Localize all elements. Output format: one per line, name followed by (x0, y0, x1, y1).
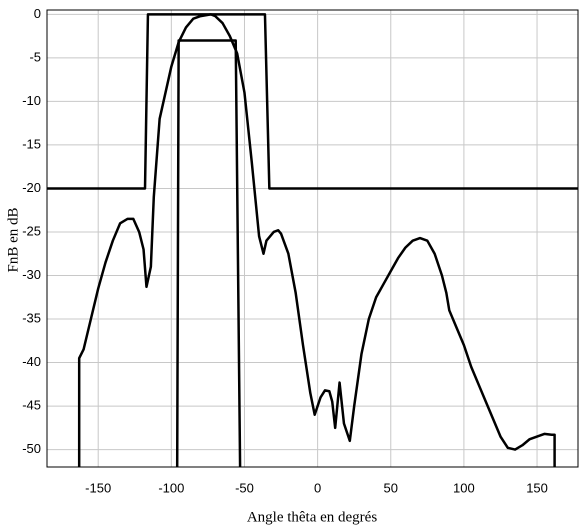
line (77, 13, 556, 467)
y-tick-label: -5 (29, 49, 41, 64)
plot-frame (46, 9, 579, 468)
y-axis-title: FnB en dB (5, 207, 21, 272)
y-tick-label: -40 (22, 354, 41, 369)
y-tick-label: -15 (22, 136, 41, 151)
x-tick-label: -150 (85, 480, 111, 495)
y-tick-label: -50 (22, 441, 41, 456)
y-tick-label: -25 (22, 223, 41, 238)
x-tick-label: -100 (158, 480, 184, 495)
x-tick-label: -50 (235, 480, 254, 495)
y-tick-label: -45 (22, 398, 41, 413)
x-tick-label: 150 (526, 480, 548, 495)
line (175, 39, 242, 468)
x-tick-label: 100 (453, 480, 475, 495)
y-tick-label: 0 (34, 6, 41, 21)
y-tick-label: -20 (22, 180, 41, 195)
x-axis-title: Angle thêta en degrés (247, 509, 378, 525)
y-tick-label: -10 (22, 93, 41, 108)
y-tick-label: -35 (22, 310, 41, 325)
x-tick-label: 50 (384, 480, 398, 495)
x-tick-label: 0 (314, 480, 321, 495)
y-tick-label: -30 (22, 267, 41, 282)
